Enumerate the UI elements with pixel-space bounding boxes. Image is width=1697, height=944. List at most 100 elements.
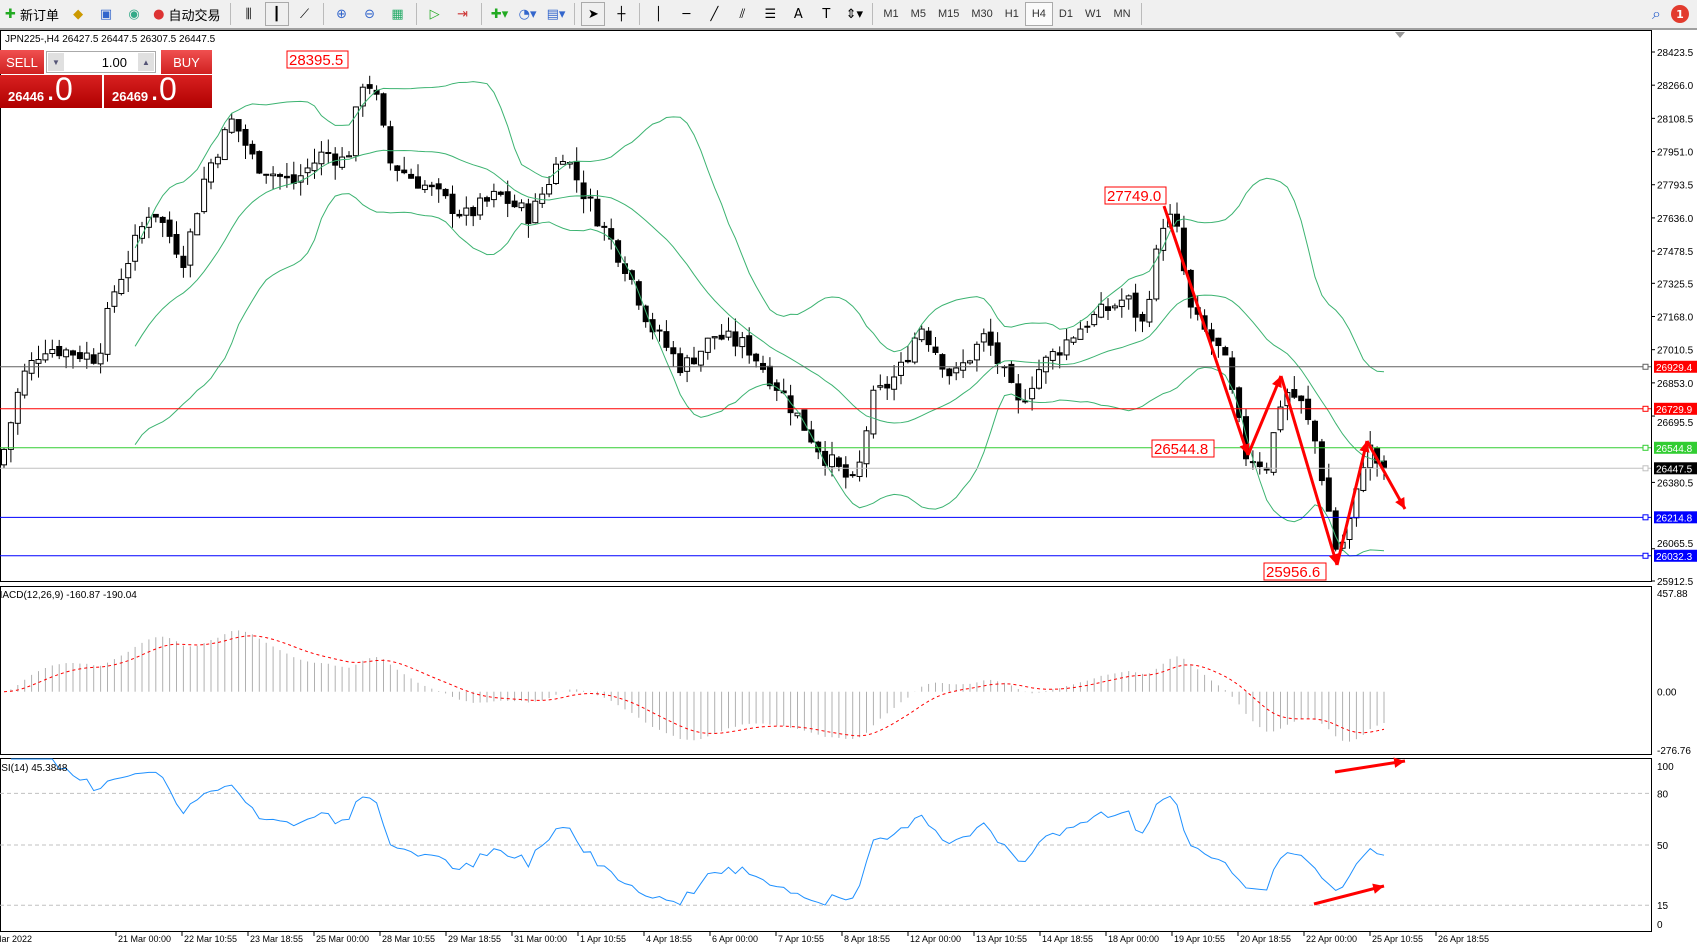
vertical-line-icon[interactable]: │ xyxy=(654,6,663,22)
candle-bearish xyxy=(1291,389,1298,398)
time-label: 12 Apr 00:00 xyxy=(910,934,961,944)
candle-bullish xyxy=(1070,337,1077,343)
bollinger-lower xyxy=(134,193,1385,557)
price-tick-label: 28423.5 xyxy=(1657,48,1694,59)
candle-bearish xyxy=(1008,363,1015,383)
navigator-icon[interactable]: ▣ xyxy=(99,6,113,22)
price-tick-label: 27168.0 xyxy=(1657,313,1694,324)
lot-increase-button[interactable]: ▲ xyxy=(138,53,154,71)
candle-bearish xyxy=(1305,398,1312,421)
timeframe-h4[interactable]: H4 xyxy=(1024,2,1053,26)
macd-label: MACD(12,26,9) -160.87 -190.04 xyxy=(0,590,137,601)
candle-bullish xyxy=(918,328,925,341)
line-handle xyxy=(1642,444,1649,451)
candle-bearish xyxy=(1215,337,1222,347)
time-label: 22 Apr 00:00 xyxy=(1306,934,1357,944)
candle-bullish xyxy=(973,343,980,361)
lot-decrease-button[interactable]: ▼ xyxy=(48,53,64,71)
candle-bullish xyxy=(104,307,111,355)
price-label: 26929.4 xyxy=(1656,363,1693,374)
candle-bearish xyxy=(1325,477,1332,512)
chart-header: JPN225-,H4 26427.5 26447.5 26307.5 26447… xyxy=(5,34,216,45)
candlestick-icon[interactable]: ┃ xyxy=(264,2,289,26)
rsi-divergence-arrow xyxy=(1313,884,1385,906)
line-handle xyxy=(1642,363,1649,370)
zoom-out-icon[interactable]: ⊖ xyxy=(364,6,376,22)
time-label: 8 Apr 18:55 xyxy=(844,934,890,944)
candle-bullish xyxy=(898,361,904,376)
signals-icon[interactable]: ◉ xyxy=(128,6,140,22)
timeframe-mn[interactable]: MN xyxy=(1113,8,1131,20)
sell-button[interactable]: SELL xyxy=(0,50,44,74)
trendline-icon[interactable]: ╱ xyxy=(710,6,719,22)
candle-bearish xyxy=(511,200,518,208)
indicators-icon[interactable]: ✚▾ xyxy=(490,6,509,22)
cursor-icon[interactable]: ➤ xyxy=(581,2,606,26)
notification-badge[interactable]: 1 xyxy=(1671,5,1689,23)
timeframe-m15[interactable]: M15 xyxy=(937,8,960,20)
fibonacci-icon[interactable]: ☰ xyxy=(764,6,777,22)
bar-chart-icon[interactable]: ⫼ xyxy=(245,6,252,22)
text-icon[interactable]: A xyxy=(793,6,803,22)
price-label-bg xyxy=(1654,462,1697,475)
annotation-label: 25956.6 xyxy=(1266,564,1320,581)
candle-bearish xyxy=(746,335,753,356)
candle-bullish xyxy=(187,231,194,266)
chart-area[interactable]: JPN225-,H4 26427.5 26447.5 26307.5 26447… xyxy=(0,30,1697,944)
candle-bearish xyxy=(380,93,387,126)
timeframe-d1[interactable]: D1 xyxy=(1058,8,1073,20)
candle-bullish xyxy=(1042,356,1049,373)
candle-bearish xyxy=(387,126,394,164)
timeframe-m1[interactable]: M1 xyxy=(883,8,899,20)
buy-price[interactable]: 26469.0 xyxy=(104,71,212,108)
sell-price[interactable]: 26446.0 xyxy=(0,71,102,108)
text-label-icon[interactable]: T xyxy=(822,6,831,22)
lot-input[interactable]: 1.00 xyxy=(46,51,156,73)
horizontal-line-icon[interactable]: ─ xyxy=(682,6,691,22)
candle-bullish xyxy=(63,349,70,358)
candle-bearish xyxy=(435,183,442,190)
annotation-label: 28395.5 xyxy=(289,52,343,69)
sell-price-frac: .0 xyxy=(46,71,73,107)
candle-bullish xyxy=(870,389,877,435)
one-click-trading-panel: SELL 1.00 ▼ ▲ BUY 26446.0 26469.0 xyxy=(0,50,212,108)
candle-bullish xyxy=(1091,314,1098,326)
line-chart-icon[interactable]: ⟋ xyxy=(300,6,310,22)
periods-icon[interactable]: ◔▾ xyxy=(518,6,537,22)
buy-price-frac: .0 xyxy=(150,71,177,107)
candle-bearish xyxy=(428,184,435,188)
search-icon[interactable]: ⌕ xyxy=(1652,4,1661,23)
chart-shift-icon[interactable]: ⇥ xyxy=(457,6,469,22)
timeframe-h1[interactable]: H1 xyxy=(1004,8,1019,20)
tile-windows-icon[interactable]: ▦ xyxy=(391,6,404,22)
annotation-box xyxy=(1263,562,1327,581)
timeframe-w1[interactable]: W1 xyxy=(1084,8,1102,20)
crosshair-icon[interactable]: ┼ xyxy=(617,6,626,22)
buy-button[interactable]: BUY xyxy=(161,50,212,74)
wave-arrow-4 xyxy=(1335,440,1369,566)
candle-bullish xyxy=(21,370,28,396)
candle-bullish xyxy=(1125,295,1132,300)
timeframe-m5[interactable]: M5 xyxy=(910,8,926,20)
market-watch-icon[interactable]: ◆ xyxy=(73,6,84,22)
time-label: 26 Apr 18:55 xyxy=(1438,934,1489,944)
templates-icon[interactable]: ▤▾ xyxy=(546,6,566,22)
new-order-button[interactable]: ✚ 新订单 xyxy=(2,2,62,26)
candle-bearish xyxy=(1139,313,1146,322)
time-label: 14 Apr 18:55 xyxy=(1042,934,1093,944)
autoscroll-icon[interactable]: ▷ xyxy=(429,6,440,22)
equidistant-channel-icon[interactable]: ⫽ xyxy=(739,6,746,22)
auto-trading-button[interactable]: ● 自动交易 xyxy=(150,2,224,26)
wave-arrow-5 xyxy=(1365,440,1407,510)
arrows-icon[interactable]: ⇕▾ xyxy=(845,6,864,22)
candle-bearish xyxy=(932,346,939,353)
zoom-in-icon[interactable]: ⊕ xyxy=(336,6,348,22)
candle-bearish xyxy=(394,165,401,171)
timeframe-m30[interactable]: M30 xyxy=(971,8,993,20)
candle-bearish xyxy=(718,334,725,340)
candle-bullish xyxy=(139,226,145,239)
candle-bullish xyxy=(97,352,104,365)
candle-bearish xyxy=(366,84,373,89)
new-order-icon: ✚ xyxy=(5,6,16,22)
candle-bearish xyxy=(56,345,63,357)
